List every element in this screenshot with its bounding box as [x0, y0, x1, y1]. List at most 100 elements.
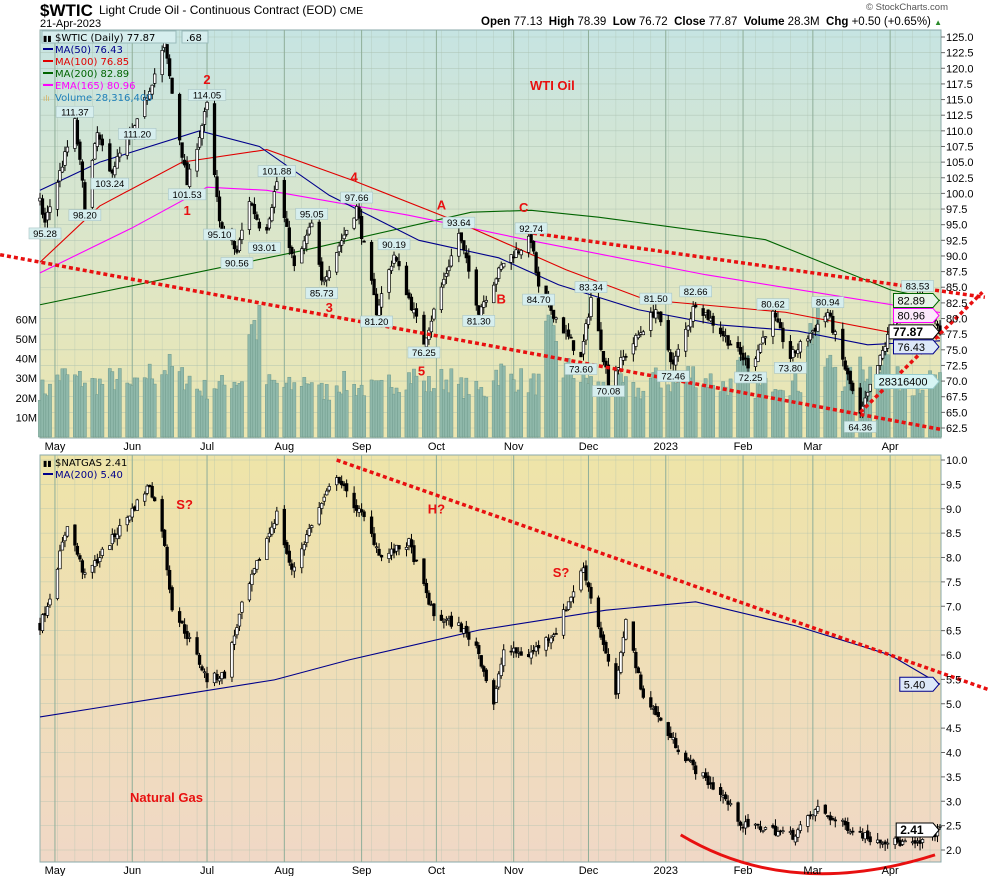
natgas-candle — [621, 631, 626, 657]
wti-candle — [63, 146, 67, 172]
wti-candle — [728, 340, 733, 346]
wti-candle — [601, 350, 606, 366]
volume-bar — [641, 390, 646, 438]
wti-top-value-label: .68 — [186, 33, 202, 44]
candle-body — [78, 555, 82, 560]
natgas-candle — [579, 568, 583, 593]
wti-price-tick-label: 107.5 — [946, 141, 974, 153]
volume-bar — [292, 382, 297, 438]
wti-candle — [551, 309, 556, 323]
wti-tag-close-box — [888, 324, 940, 340]
candle-body — [108, 545, 112, 550]
natgas-panel-label: Natural Gas — [130, 790, 203, 805]
candle-body — [143, 97, 147, 117]
candle-body — [771, 310, 775, 337]
candle-body — [885, 842, 890, 845]
value-label: 97.66 — [345, 193, 369, 204]
candle-body — [718, 327, 723, 335]
wti-tag-ma50-box — [893, 339, 940, 355]
natgas-candle — [477, 642, 481, 660]
candle-body — [267, 532, 272, 538]
candle-body — [287, 227, 291, 248]
wti-price-tick-label: 75.0 — [946, 345, 967, 357]
candle-body — [763, 827, 768, 830]
natgas-candle — [674, 732, 678, 749]
candle-body — [551, 309, 556, 319]
natgas-candle — [449, 611, 454, 629]
natgas-candle — [601, 631, 606, 652]
natgas-candle — [285, 539, 289, 555]
wti-candle — [78, 139, 82, 165]
candle-body — [265, 226, 269, 231]
natgas-candle — [145, 484, 149, 496]
candle-body — [285, 218, 289, 227]
wti-candle — [841, 322, 845, 367]
candle-body — [180, 142, 184, 158]
wti-wave-label: A — [437, 197, 447, 212]
candle-body — [344, 483, 349, 492]
natgas-candle — [422, 558, 426, 587]
candle-body — [60, 541, 65, 551]
wti-candle — [58, 162, 62, 188]
natgas-candle — [569, 596, 573, 608]
value-label: 83.53 — [906, 281, 930, 292]
volume-bar — [414, 375, 419, 438]
natgas-candle — [459, 621, 463, 633]
x-tick-label: Jul — [200, 441, 214, 453]
candle-body — [177, 93, 182, 141]
wti-tag-ema165-box — [893, 307, 940, 323]
candle-body — [73, 524, 77, 546]
wti-candle — [738, 341, 743, 361]
natgas-tag-ma50-box — [899, 676, 940, 692]
natgas-candle — [467, 626, 471, 647]
x-tick-label: Dec — [579, 441, 599, 453]
wti-candle — [449, 248, 454, 268]
natgas-candle — [544, 636, 548, 657]
candle-body — [606, 364, 611, 386]
candle-body — [654, 309, 658, 319]
natgas-candle — [796, 827, 800, 842]
ema165-line — [39, 186, 941, 314]
x-tick-label: 2023 — [654, 865, 678, 876]
natgas-candle — [163, 528, 167, 548]
candle-body — [153, 73, 157, 84]
natgas-candle — [404, 542, 409, 557]
candle-body — [624, 619, 628, 640]
natgas-candle — [185, 624, 189, 646]
wti-candle — [359, 209, 364, 245]
wti-candle — [791, 345, 795, 362]
candle-body — [404, 546, 409, 550]
natgas-candle — [711, 776, 715, 791]
candle-body — [761, 336, 765, 344]
natgas-candle — [494, 685, 498, 703]
wti-candle — [482, 295, 486, 314]
candle-body — [118, 152, 122, 158]
candle-body — [846, 821, 850, 831]
wti-candle — [75, 115, 80, 146]
volume-bar — [100, 384, 105, 438]
wti-candle — [691, 301, 695, 328]
candle-body — [551, 634, 556, 637]
x-tick-label: Oct — [428, 865, 445, 876]
candle-body — [362, 240, 366, 243]
value-label: 111.37 — [61, 107, 89, 118]
wti-candle — [215, 169, 219, 202]
natgas-panel-background — [39, 454, 942, 863]
candle-body — [215, 673, 219, 681]
candle-body — [195, 148, 199, 172]
natgas-candle — [290, 559, 294, 576]
candle-body — [858, 387, 862, 414]
volume-bar — [484, 396, 489, 438]
candle-body — [292, 255, 296, 267]
candle-body — [444, 273, 449, 277]
wti-wave-label: 4 — [351, 169, 359, 184]
candle-body — [377, 304, 381, 316]
candle-body — [335, 252, 339, 273]
natgas-candle — [706, 771, 710, 789]
candle-body — [536, 645, 541, 649]
candle-body — [584, 323, 588, 341]
wti-price-tick-label: 87.5 — [946, 267, 967, 279]
wti-candle — [689, 311, 693, 333]
wti-candle — [497, 266, 501, 282]
candle-body — [589, 586, 593, 599]
